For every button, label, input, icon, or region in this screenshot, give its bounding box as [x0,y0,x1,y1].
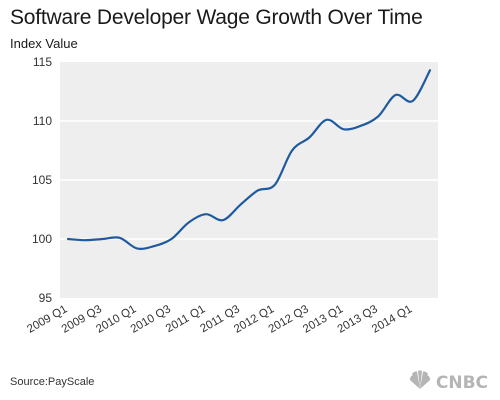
data-point [394,93,398,97]
data-point [307,136,311,140]
series-line [66,69,432,250]
source-note: Source:PayScale [10,376,95,388]
x-tick-label: 2014 Q1 [370,303,414,335]
y-axis-label: Index Value [10,36,78,51]
y-tick-label: 95 [39,291,53,305]
data-point [290,149,294,153]
data-point [376,114,380,118]
data-point [342,127,346,131]
y-tick-label: 105 [32,173,52,187]
data-point [256,189,260,193]
data-point [273,183,277,187]
peacock-icon [407,370,433,395]
data-point [152,244,156,248]
y-tick-label: 110 [33,114,52,128]
data-point [238,203,242,207]
y-tick-label: 115 [33,55,52,69]
data-point [221,218,225,222]
data-point [66,237,70,241]
chart-title: Software Developer Wage Growth Over Time [10,6,423,29]
data-point [100,237,104,241]
data-point [359,124,363,128]
brand-wordmark: CNBC [435,372,488,393]
data-point [411,99,415,103]
brand-logo: CNBC [407,370,488,395]
data-point [428,68,432,72]
data-point [187,220,191,224]
y-axis-ticks: 95 100 105 110 115 [32,55,52,305]
data-point [83,238,87,242]
data-point [118,236,122,240]
y-tick-label: 100 [32,232,52,246]
data-point [325,118,329,122]
data-point [135,246,139,250]
data-point [204,212,208,216]
data-point [169,237,173,241]
